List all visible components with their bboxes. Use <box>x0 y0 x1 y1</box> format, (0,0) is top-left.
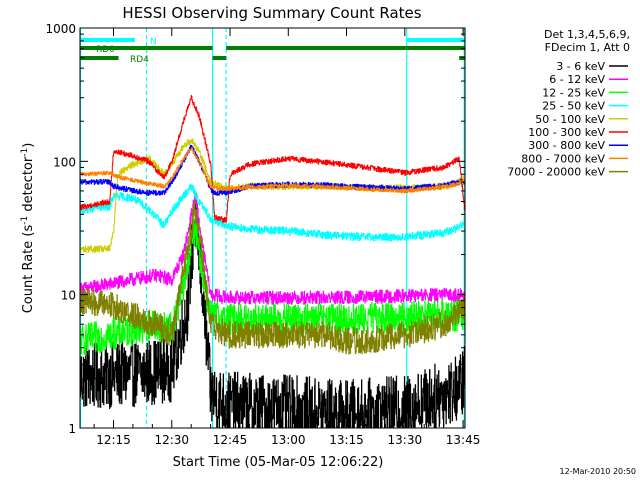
legend-entry-label: 50 - 100 keV <box>535 113 605 126</box>
series-line-1 <box>79 191 466 305</box>
legend-entry-label: 7000 - 20000 keV <box>507 166 605 179</box>
legend: Det 1,3,4,5,6,9, FDecim 1, Att 0 3 - 6 k… <box>507 28 630 179</box>
series-line-8 <box>79 199 466 355</box>
flag-label-n: N <box>150 37 157 47</box>
x-tick-label: 13:30 <box>388 433 423 447</box>
chart-title: HESSI Observing Summary Count Rates <box>122 4 421 22</box>
y-tick-label: 1000 <box>45 22 76 36</box>
legend-header-detectors: Det 1,3,4,5,6,9, <box>544 28 630 41</box>
y-tick-label: 1 <box>68 422 76 436</box>
x-tick-label: 13:45 <box>446 433 481 447</box>
legend-entry-label: 800 - 7000 keV <box>521 152 605 165</box>
series-line-5 <box>79 95 466 223</box>
x-tick-label: 13:00 <box>271 433 306 447</box>
y-axis-label: Count Rate (s-1 detector-1) <box>20 143 36 314</box>
axes: 12:15 12:30 12:45 13:00 13:15 13:30 13:45 1 10 10… <box>45 22 480 447</box>
legend-entry-label: 12 - 25 keV <box>542 86 605 99</box>
timestamp: 12-Mar-2010 20:50 <box>560 467 637 476</box>
y-tick-label: 10 <box>61 289 76 303</box>
legend-entry-label: 25 - 50 keV <box>542 100 605 113</box>
series-line-7 <box>79 147 466 194</box>
legend-entry-label: 6 - 12 keV <box>549 73 605 86</box>
series-line-2 <box>79 215 466 356</box>
x-tick-label: 12:30 <box>154 433 189 447</box>
legend-entry-label: 3 - 6 keV <box>556 60 605 73</box>
x-tick-label: 12:45 <box>213 433 248 447</box>
legend-header-decimation: FDecim 1, Att 0 <box>545 41 630 54</box>
x-tick-label: 12:15 <box>96 433 131 447</box>
y-tick-label: 100 <box>53 155 76 169</box>
series-line-3 <box>79 183 466 242</box>
legend-entry-label: 300 - 800 keV <box>528 139 605 152</box>
x-tick-label: 13:15 <box>329 433 364 447</box>
series-line-0 <box>79 192 466 429</box>
legend-entry-label: 100 - 300 keV <box>528 126 605 139</box>
plot-area: N RD0 RD4 <box>79 28 466 429</box>
flag-label-rd4: RD4 <box>130 55 149 65</box>
flag-label-rd0: RD0 <box>96 45 115 55</box>
x-axis-label: Start Time (05-Mar-05 12:06:22) <box>173 455 384 470</box>
plot-frame <box>79 27 466 429</box>
